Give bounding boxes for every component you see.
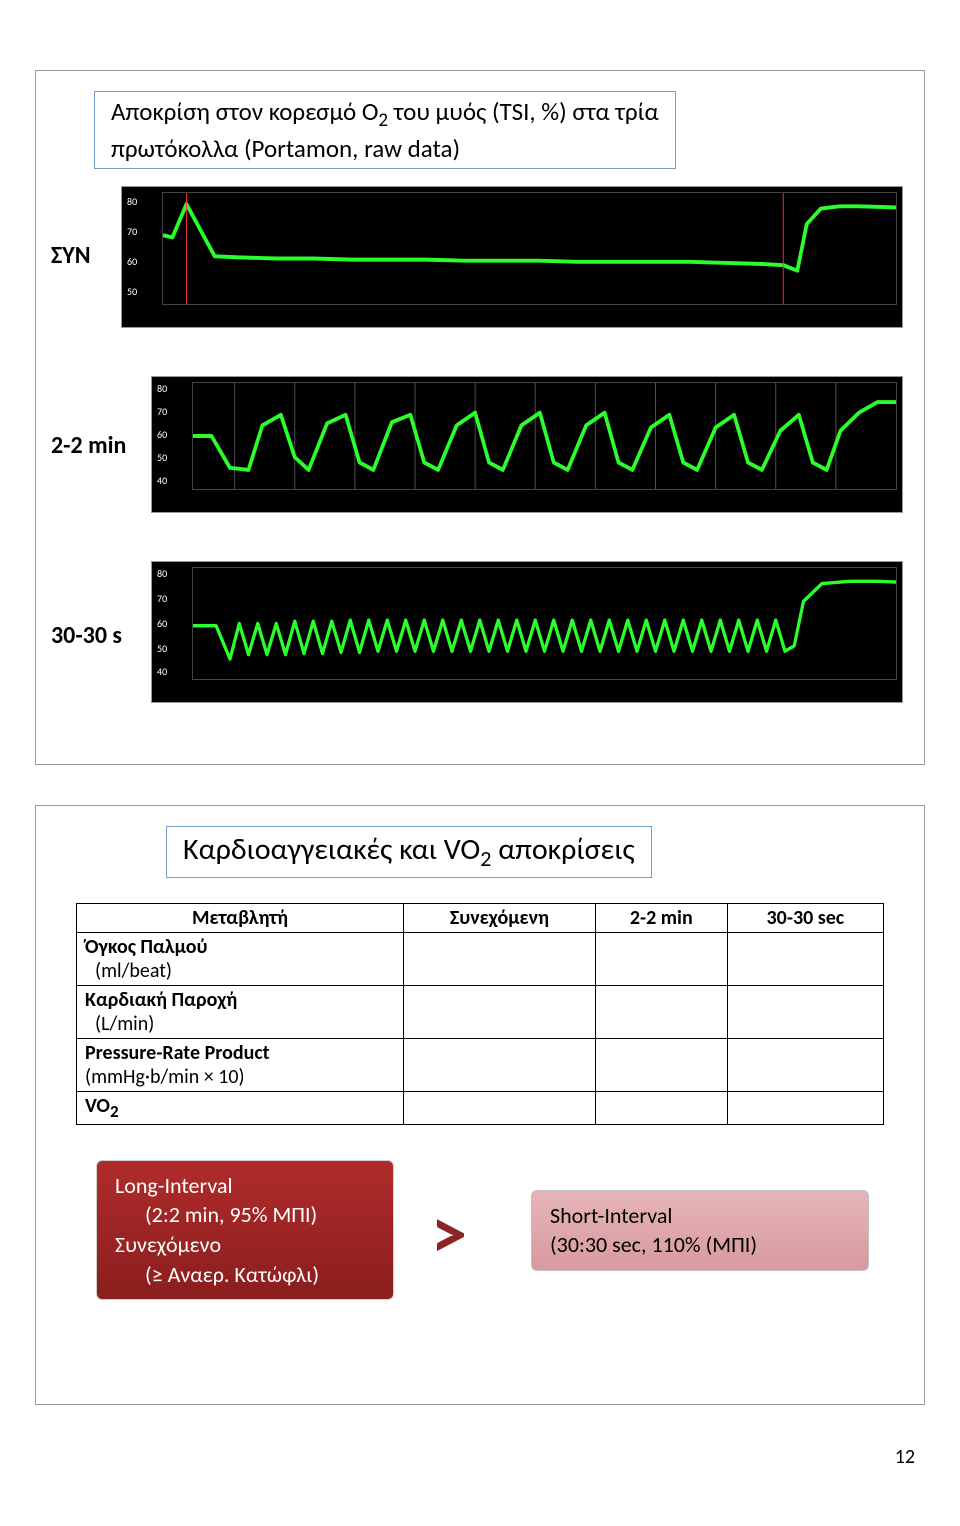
chart-continuous: 80 70 60 50	[121, 186, 903, 328]
greater-than-symbol: >	[431, 1190, 467, 1278]
y-label: 80	[157, 382, 167, 395]
label-syn: ΣΥΝ	[51, 241, 91, 270]
y-label: 40	[157, 474, 167, 487]
row-label: Καρδιακή Παροχή	[85, 988, 237, 1012]
chart-30-30-s: 80 70 60 50 40	[151, 561, 903, 703]
row-label: Όγκος Παλμού	[85, 935, 208, 959]
callout-line: (30:30 sec, 110% (ΜΠΙ)	[550, 1231, 757, 1258]
y-label: 50	[127, 285, 137, 298]
slide-cardiovascular-vo2: Καρδιοαγγειακές και VO2 αποκρίσεις Μεταβ…	[35, 805, 925, 1405]
callout-line: Συνεχόμενο	[115, 1231, 221, 1258]
y-label: 70	[127, 225, 137, 238]
callout-line: Short-Interval	[550, 1202, 672, 1229]
page-number: 12	[0, 1445, 915, 1469]
title-part1: Καρδιοαγγειακές και VO	[183, 831, 480, 868]
chart-2-2-min: 80 70 60 50 40	[151, 376, 903, 513]
y-label: 60	[157, 428, 167, 441]
title-part2: αποκρίσεις	[491, 831, 634, 868]
slide-tsi-charts: Αποκρίση στον κορεσμό Ο2 του μυός (TSI, …	[35, 70, 925, 765]
response-table: Μεταβλητή Συνεχόμενη 2-2 min 30-30 sec Ό…	[76, 903, 884, 1125]
title-sub: 2	[378, 109, 388, 132]
table-row: Pressure-Rate Product (mmHg·b/min × 10) …	[77, 1038, 884, 1091]
row-label-sub: 2	[110, 1101, 119, 1122]
y-label: 50	[157, 451, 167, 464]
table-row: Καρδιακή Παροχή (L/min) .	[77, 985, 884, 1038]
title-part1: Αποκρίση στον κορεσμό Ο	[111, 96, 378, 127]
callout-long-interval: Long-Interval (2:2 min, 95% ΜΠΙ) Συνεχόμ…	[96, 1160, 394, 1301]
slide1-title: Αποκρίση στον κορεσμό Ο2 του μυός (TSI, …	[94, 91, 676, 169]
title-line3: πρωτόκολλα (Portamon, raw data)	[111, 133, 460, 164]
label-30-30-s: 30-30 s	[51, 621, 122, 650]
table-header-continuous: Συνεχόμενη	[404, 903, 596, 932]
y-label: 70	[157, 405, 167, 418]
callout-line: (≥ Αναερ. Κατώφλι)	[115, 1261, 319, 1288]
y-label: 60	[127, 255, 137, 268]
trace-svg	[163, 193, 896, 304]
table-header-30-30-sec: 30-30 sec	[727, 903, 883, 932]
slide2-title: Καρδιοαγγειακές και VO2 αποκρίσεις	[166, 826, 652, 878]
y-label: 70	[157, 592, 167, 605]
callout-line: Long-Interval	[115, 1172, 233, 1199]
callout-short-interval: Short-Interval (30:30 sec, 110% (ΜΠΙ)	[531, 1190, 869, 1271]
row-label: Pressure-Rate Product	[85, 1041, 270, 1065]
label-2-2-min: 2-2 min	[51, 431, 126, 460]
y-label: 40	[157, 665, 167, 678]
y-label: 50	[157, 642, 167, 655]
callout-row: Long-Interval (2:2 min, 95% ΜΠΙ) Συνεχόμ…	[36, 1160, 924, 1310]
row-sublabel: (ml/beat)	[85, 959, 172, 983]
table-header-variable: Μεταβλητή	[77, 903, 404, 932]
trace-svg	[193, 383, 896, 489]
table-row: VO2	[77, 1091, 884, 1124]
row-sublabel: (L/min)	[85, 1012, 154, 1036]
y-label: 60	[157, 617, 167, 630]
y-label: 80	[157, 567, 167, 580]
table-header-2-2-min: 2-2 min	[595, 903, 727, 932]
trace-svg	[193, 568, 896, 679]
title-sub: 2	[480, 845, 491, 872]
title-part2: του μυός (TSI, %) στα τρία	[388, 96, 659, 127]
table-row: Όγκος Παλμού (ml/beat) ..	[77, 932, 884, 985]
y-label: 80	[127, 195, 137, 208]
row-label: VO	[85, 1094, 110, 1118]
callout-line: (2:2 min, 95% ΜΠΙ)	[115, 1201, 317, 1228]
row-sublabel: (mmHg·b/min × 10)	[85, 1065, 245, 1089]
